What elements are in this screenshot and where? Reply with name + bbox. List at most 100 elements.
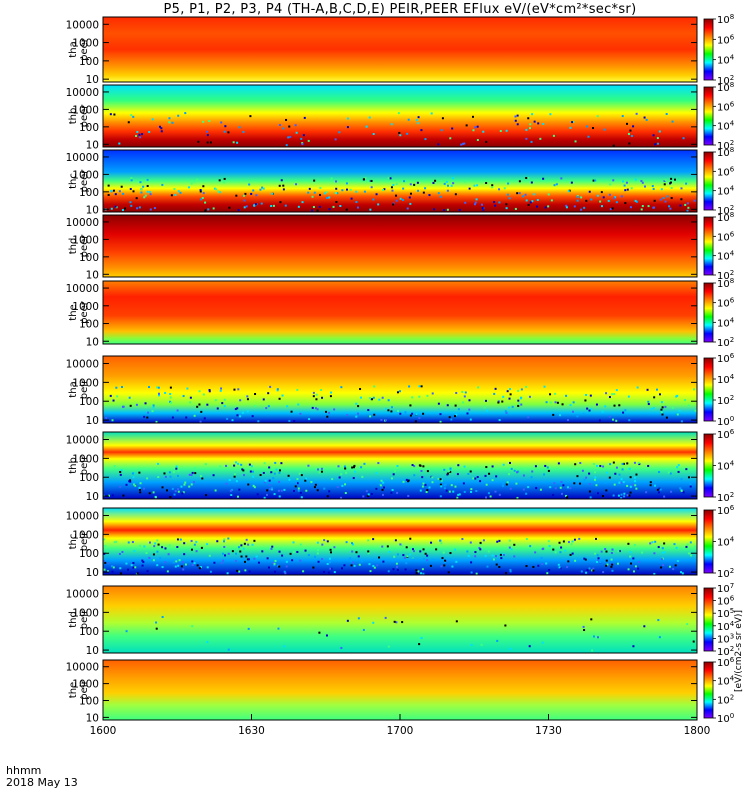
panel-label-3: thcpeer	[68, 169, 90, 193]
colorbar-tick-label: 106	[717, 595, 735, 608]
y-tick-label: 10	[86, 139, 99, 151]
colorbar-tick-label: 106	[717, 33, 735, 46]
spectrogram-noise-9	[125, 615, 695, 652]
colorbar-tick-label: 104	[717, 185, 735, 198]
spectrogram-image-5	[103, 281, 697, 344]
panel-3: 10 100 1000 10000 thcpeer 108 106 104 102	[66, 146, 735, 217]
colorbar-tick-label: 104	[717, 536, 735, 549]
panel-label-2: thbpeer	[68, 104, 90, 128]
colorbar-scale	[703, 357, 714, 422]
y-tick-label: 1000	[72, 301, 99, 313]
y-tick-label: 10000	[66, 589, 99, 601]
y-tick-label: 10	[86, 336, 99, 348]
y-tick-label: 1000	[72, 234, 99, 246]
y-tick-label: 100	[79, 56, 99, 68]
spectrogram-noise-7	[103, 461, 692, 499]
colorbar-unit-label: [eV/(cm2-s sr eV)]	[734, 610, 744, 692]
panel-frame-5	[102, 280, 698, 345]
colorbar-scale	[703, 151, 714, 211]
colorbar-tick-label: 106	[717, 656, 735, 669]
colorbar-scale	[703, 18, 714, 81]
colorbar-tick-label: 104	[717, 316, 735, 329]
spectrogram-image-7	[103, 432, 697, 499]
colorbar-tick-label: 102	[717, 394, 734, 407]
y-tick-label: 1000	[72, 679, 99, 691]
y-tick-label: 1000	[72, 169, 99, 181]
colorbar-tick-label: 102	[717, 336, 734, 349]
y-tick-label: 10000	[66, 662, 99, 674]
y-tick-label: 10000	[66, 283, 99, 295]
colorbar-tick-label: 106	[717, 504, 735, 517]
panel-2: 10 100 1000 10000 thbpeer 108 106 104 102	[66, 81, 735, 152]
y-tick-label: 1000	[72, 529, 99, 541]
colorbar-tick-label: 102	[717, 139, 734, 152]
y-tick-label: 10000	[66, 435, 99, 447]
time-axis-unit: hhmm	[6, 764, 42, 777]
y-tick-label: 10	[86, 74, 99, 86]
colorbar-tick-label: 102	[717, 645, 734, 658]
colorbar-tick-label: 104	[717, 620, 735, 633]
colorbar-tick-label: 106	[717, 297, 735, 310]
panel-label-1: thapeer	[68, 37, 90, 61]
colorbar-scale	[703, 86, 714, 146]
spectrogram-image-2	[103, 85, 697, 147]
panel-frame-7	[102, 431, 698, 500]
spectrogram-image-8	[103, 508, 697, 575]
colorbar-tick-label: 104	[717, 54, 735, 67]
y-tick-label: 10000	[66, 217, 99, 229]
x-tick-label: 1800	[684, 725, 711, 737]
panel-7: 10 100 1000 10000 thbpeir 106 104 102	[66, 428, 735, 504]
colorbar-scale	[703, 509, 714, 574]
time-axis: 1600 1630 1700 1730 1800	[90, 714, 711, 737]
y-tick-label: 10000	[66, 511, 99, 523]
colorbar-4: 108 106 104 102	[703, 211, 735, 282]
colorbar-tick-label: 100	[717, 712, 734, 725]
panel-label-4: thdpeer	[68, 234, 90, 258]
y-tick-label: 100	[79, 252, 99, 264]
time-axis-label: hhmm 2018 May 13	[6, 765, 78, 789]
spectrogram-image-4	[103, 215, 697, 277]
colorbar-tick-label: 102	[717, 74, 734, 87]
colorbar-tick-label: 107	[717, 582, 734, 595]
chart-title: P5, P1, P2, P3, P4 (TH-A,B,C,D,E) PEIR,P…	[163, 2, 637, 17]
spectrogram-noise-3	[104, 177, 696, 212]
colorbar-tick-label: 106	[717, 165, 735, 178]
panel-frame-6	[102, 355, 698, 424]
y-tick-label: 10	[86, 712, 99, 724]
x-tick-label: 1630	[238, 725, 265, 737]
colorbar-scale	[703, 282, 714, 343]
spectrogram-image-1	[103, 17, 697, 82]
panel-4: 10 100 1000 10000 thdpeer 108 106 104 102	[66, 211, 735, 282]
panel-frame-8	[102, 507, 698, 576]
y-tick-label: 100	[79, 548, 99, 560]
y-tick-label: 1000	[72, 38, 99, 50]
panel-label-8: thcpeir	[68, 531, 90, 551]
panel-frame-1	[102, 16, 698, 83]
colorbar-tick-label: 108	[717, 277, 734, 290]
colorbar-tick-label: 104	[717, 120, 735, 133]
colorbar-2: 108 106 104 102	[703, 81, 735, 152]
colorbar-scale	[703, 661, 714, 719]
colorbar-10: 106 104 102 100	[703, 656, 735, 725]
panel-6: 10 100 1000 10000 thapeir 106 104 102 100	[66, 352, 735, 428]
y-tick-label: 10	[86, 269, 99, 281]
colorbar-tick-label: 108	[717, 146, 734, 159]
colorbar-tick-label: 102	[717, 567, 734, 580]
colorbar-tick-label: 108	[717, 81, 734, 94]
y-tick-label: 10000	[66, 87, 99, 99]
panel-8: 10 100 1000 10000 thcpeir 106 104 102	[66, 504, 735, 580]
y-tick-label: 1000	[72, 453, 99, 465]
colorbar-tick-label: 100	[717, 415, 734, 428]
colorbar-tick-label: 106	[717, 230, 735, 243]
y-tick-label: 100	[79, 695, 99, 707]
colorbar-tick-label: 102	[717, 491, 734, 504]
spectrogram-noise-8	[103, 537, 697, 575]
colorbar-tick-label: 105	[717, 607, 734, 620]
y-tick-label: 100	[79, 187, 99, 199]
colorbar-scale	[703, 587, 714, 652]
colorbar-tick-label: 104	[717, 373, 735, 386]
colorbar-scale	[703, 433, 714, 498]
panel-frame-3	[102, 149, 698, 213]
colorbar-1: 108 106 104 102	[703, 13, 735, 87]
